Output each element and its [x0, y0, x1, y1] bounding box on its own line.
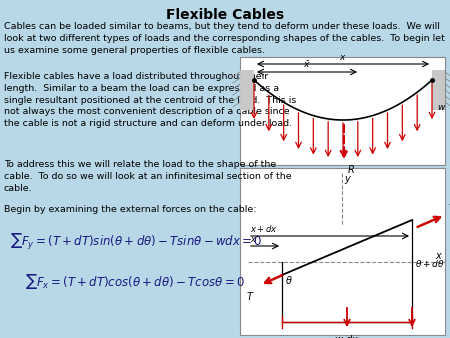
- Text: $w$: $w$: [437, 103, 446, 113]
- Text: Cables can be loaded similar to beams, but they tend to deform under these loads: Cables can be loaded similar to beams, b…: [4, 22, 445, 55]
- Text: $x$: $x$: [250, 235, 257, 244]
- Text: $\theta + d\theta$: $\theta + d\theta$: [415, 258, 445, 269]
- Text: $T + dT$: $T + dT$: [448, 202, 450, 213]
- Text: $R$: $R$: [347, 163, 355, 175]
- Bar: [432, 70, 445, 110]
- Text: $x + dx$: $x + dx$: [250, 223, 278, 234]
- Text: $w\ dx$: $w\ dx$: [334, 333, 360, 338]
- Text: $x$: $x$: [435, 251, 443, 261]
- Text: Flexible cables have a load distributed throughout their
length.  Similar to a b: Flexible cables have a load distributed …: [4, 72, 297, 128]
- Text: Begin by examining the external forces on the cable:: Begin by examining the external forces o…: [4, 205, 256, 214]
- Text: $T$: $T$: [247, 290, 255, 302]
- Text: $\sum F_y = (T + dT)sin(\theta + d\theta) - Tsin\theta - wdx = 0$: $\sum F_y = (T + dT)sin(\theta + d\theta…: [10, 232, 262, 252]
- Text: Flexible Cables: Flexible Cables: [166, 8, 284, 22]
- Text: $\sum F_x = (T + dT)cos(\theta + d\theta) - Tcos\theta = 0$: $\sum F_x = (T + dT)cos(\theta + d\theta…: [25, 272, 245, 291]
- Bar: [240, 168, 445, 335]
- Text: To address this we will relate the load to the shape of the
cable.  To do so we : To address this we will relate the load …: [4, 160, 292, 193]
- Text: $x$: $x$: [339, 53, 347, 62]
- Text: $\bar{x}$: $\bar{x}$: [303, 59, 311, 70]
- Bar: [240, 57, 445, 165]
- Text: $\theta$: $\theta$: [285, 274, 293, 286]
- Bar: [240, 70, 254, 110]
- Text: $y$: $y$: [344, 174, 352, 186]
